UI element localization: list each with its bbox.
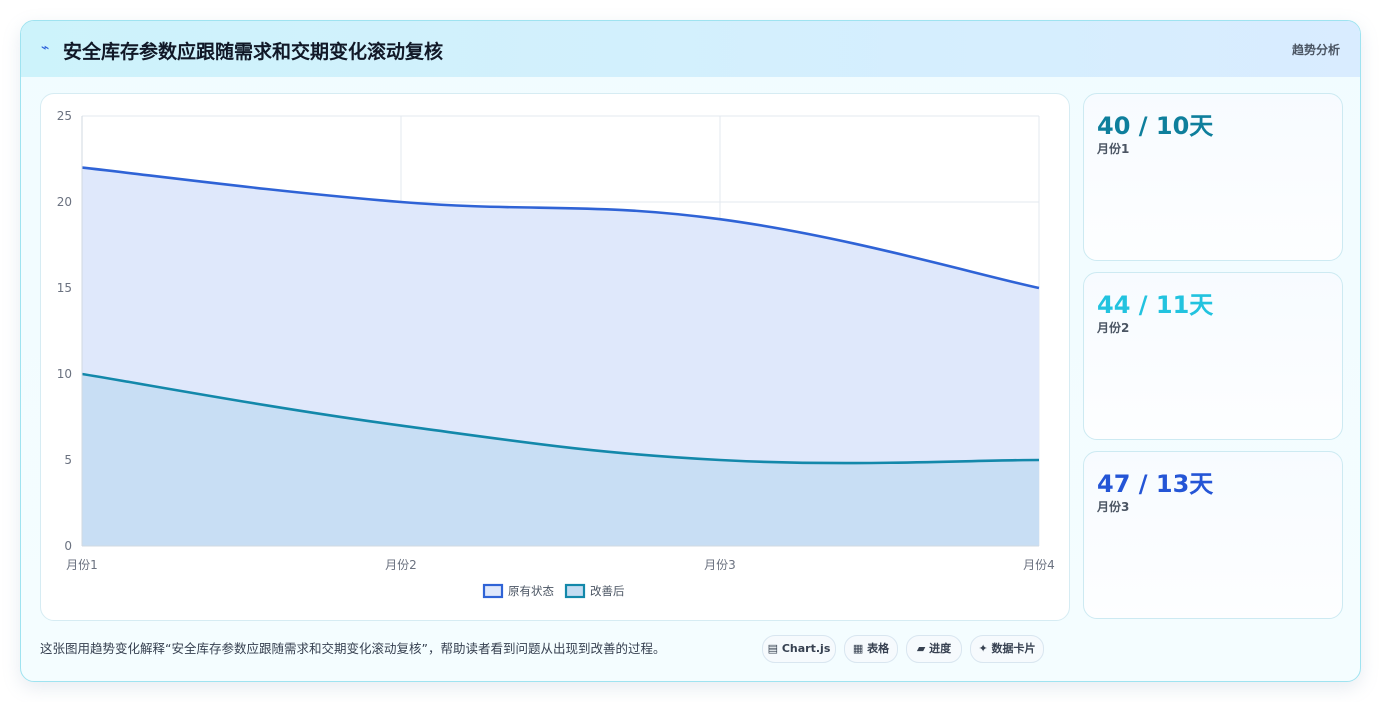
x-tick-label: 月份4: [1023, 558, 1055, 572]
legend-swatch: [564, 583, 586, 599]
chip-data-card[interactable]: ✦ 数据卡片: [970, 635, 1044, 663]
stat-label: 月份1: [1097, 142, 1130, 156]
chart-icon: ▤: [767, 642, 779, 655]
chip-progress[interactable]: ▰ 进度: [906, 635, 962, 663]
x-tick-label: 月份3: [704, 558, 736, 572]
chip-label: Chart.js: [781, 642, 831, 655]
series-line-2: [81, 372, 1040, 465]
stat-label: 月份2: [1097, 321, 1130, 335]
x-tick-label: 月份2: [385, 558, 417, 572]
series-area-2: [82, 374, 1039, 546]
legend-label: 改善后: [590, 584, 625, 598]
trend-analysis-tag: 趋势分析: [1291, 43, 1340, 57]
y-tick-label: 20: [57, 195, 72, 209]
stat-value: 40 / 10天: [1097, 112, 1214, 140]
area-chart: 0 5 10 15 20 25 月份1 月份2 月份3 月份4 原有状态 改善后: [57, 109, 1055, 599]
y-tick-label: 25: [57, 109, 72, 123]
stat-value: 47 / 13天: [1097, 470, 1214, 498]
chart-caption: 这张图用趋势变化解释“安全库存参数应跟随需求和交期变化滚动复核”，帮助读者看到问…: [40, 641, 666, 656]
legend-label: 原有状态: [508, 584, 554, 598]
chip-chartjs[interactable]: ▤ Chart.js: [762, 635, 836, 663]
y-tick-label: 15: [57, 281, 72, 295]
stat-card-2: 44 / 11天 月份2: [1083, 272, 1343, 440]
y-tick-label: 5: [64, 453, 72, 467]
y-tick-label: 0: [64, 539, 72, 553]
stat-card-1: 40 / 10天 月份1: [1083, 93, 1343, 261]
chart-card: ⌁ 安全库存参数应跟随需求和交期变化滚动复核 趋势分析 0 5 10 15 20 25 月份…: [20, 20, 1361, 682]
lightning-icon: ⌁: [41, 40, 50, 56]
stat-value: 44 / 11天: [1097, 291, 1214, 319]
chip-label: 表格: [867, 642, 890, 655]
chip-label: 数据卡片: [991, 642, 1036, 655]
series-line-1: [81, 166, 1040, 290]
stat-card-3: 47 / 13天 月份3: [1083, 451, 1343, 619]
progress-icon: ▰: [916, 642, 926, 655]
card-header: ⌁ 安全库存参数应跟随需求和交期变化滚动复核 趋势分析: [21, 21, 1360, 77]
sparkle-icon: ✦: [978, 642, 988, 655]
legend-swatch: [482, 583, 504, 599]
stat-label: 月份3: [1097, 500, 1130, 514]
chart-panel: 0 5 10 15 20 25 月份1 月份2 月份3 月份4 原有状态 改善后: [40, 93, 1070, 621]
chip-table[interactable]: ▦ 表格: [844, 635, 898, 663]
table-icon: ▦: [852, 642, 864, 655]
x-tick-label: 月份1: [66, 558, 98, 572]
card-title: 安全库存参数应跟随需求和交期变化滚动复核: [63, 41, 444, 63]
chip-label: 进度: [929, 642, 952, 655]
y-tick-label: 10: [57, 367, 72, 381]
